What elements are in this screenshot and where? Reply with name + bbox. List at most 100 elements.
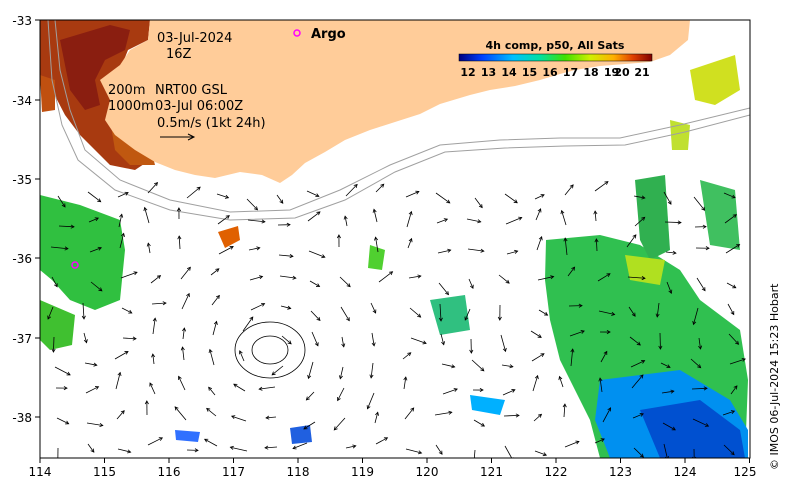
current-arrow (698, 337, 701, 349)
depth-deep-label: 1000m (108, 99, 154, 114)
current-arrow-head (316, 316, 321, 322)
current-arrow (405, 448, 422, 454)
current-arrow-head (143, 206, 148, 212)
current-arrow (504, 445, 513, 458)
scale-arrow-icon (160, 133, 196, 141)
current-arrow-head (132, 336, 137, 341)
current-arrow-head (641, 360, 646, 364)
current-arrow (530, 330, 542, 338)
current-arrow (50, 246, 68, 250)
current-arrow (504, 193, 518, 204)
current-arrow (630, 360, 645, 368)
current-arrow-head (124, 191, 129, 196)
current-arrow-head (441, 341, 446, 346)
current-arrow-head (677, 220, 682, 225)
current-arrow-head (636, 341, 641, 346)
current-arrow-head (230, 415, 236, 420)
current-arrow (563, 404, 566, 418)
x-tick: 121 (480, 465, 503, 479)
current-arrow-head (176, 207, 181, 212)
current-arrow (439, 303, 442, 321)
current-arrow (147, 437, 163, 446)
current-arrow-head (119, 213, 124, 218)
current-arrow (149, 382, 156, 395)
current-arrow (404, 407, 415, 420)
current-arrow (307, 211, 321, 222)
current-arrow (629, 336, 641, 346)
current-arrow-head (47, 315, 52, 320)
current-arrow-head (196, 186, 201, 191)
current-arrow (473, 449, 476, 458)
current-arrow-head (194, 448, 199, 453)
current-arrow (278, 254, 293, 257)
current-arrow (87, 191, 101, 203)
current-arrow (51, 276, 58, 287)
current-arrow (726, 282, 736, 289)
current-arrow-head (540, 194, 545, 198)
current-arrow-head (448, 410, 453, 415)
current-arrow-head (668, 289, 673, 294)
current-arrow-head (151, 353, 156, 358)
current-arrow-head (158, 437, 164, 441)
colorbar-title: 4h comp, p50, All Sats (486, 39, 625, 52)
current-arrow (309, 280, 320, 287)
current-arrow-head (438, 450, 443, 455)
x-axis: 114 115 116 117 118 119 120 121 122 123 … (29, 458, 756, 479)
current-arrow-head (208, 386, 213, 391)
current-arrow (345, 184, 358, 197)
current-arrow-head (732, 284, 737, 289)
scale-label: 0.5m/s (1kt 24h) (157, 116, 266, 131)
current-arrow-head (162, 301, 167, 306)
current-arrow (371, 332, 375, 346)
x-tick: 123 (609, 465, 632, 479)
current-arrow (634, 217, 645, 227)
argo-float-icon[interactable] (71, 261, 79, 269)
current-arrow (86, 422, 103, 426)
current-arrow-head (569, 184, 574, 189)
current-arrow (247, 219, 265, 223)
argo-legend-icon (293, 29, 301, 37)
current-arrow (249, 276, 263, 281)
current-arrow-head (254, 206, 259, 211)
current-arrow (144, 207, 150, 224)
current-arrow (311, 331, 319, 346)
current-arrow-head (443, 218, 449, 223)
current-arrow-head (600, 438, 605, 442)
current-arrow-head (154, 182, 159, 187)
current-arrow (602, 407, 611, 423)
current-arrow-head (446, 199, 451, 204)
current-source-label: NRT00 GSL (155, 83, 228, 98)
current-arrow (182, 328, 185, 340)
current-arrow (662, 422, 676, 431)
current-arrow-head (571, 266, 576, 271)
current-arrow-head (94, 386, 100, 390)
current-arrow-head (666, 364, 671, 368)
current-arrow-head (258, 386, 263, 391)
current-arrow (56, 417, 69, 425)
current-arrow (503, 414, 520, 417)
current-arrow (212, 321, 217, 336)
x-tick: 114 (29, 465, 52, 479)
current-arrow-head (701, 206, 706, 211)
current-arrow-head (292, 445, 297, 450)
current-arrow-head (611, 311, 616, 316)
current-arrow-head (127, 449, 132, 454)
current-arrow-head (178, 375, 182, 380)
colorbar-tick: 12 (460, 66, 475, 79)
current-arrow-head (505, 279, 510, 284)
current-arrow (373, 209, 378, 223)
y-tick: -38 (12, 411, 32, 425)
current-arrow (502, 389, 516, 396)
current-arrow-head (149, 382, 154, 387)
current-arrow (121, 307, 132, 314)
current-arrow (281, 335, 292, 345)
current-arrow-head (177, 235, 182, 240)
current-arrow-head (375, 411, 379, 416)
current-arrow-head (83, 339, 88, 344)
current-arrow (464, 308, 471, 321)
current-arrow-head (341, 343, 346, 348)
current-arrow-head (606, 273, 611, 277)
current-arrow (375, 183, 385, 193)
current-arrow-head (346, 317, 350, 322)
x-tick: 124 (674, 465, 697, 479)
